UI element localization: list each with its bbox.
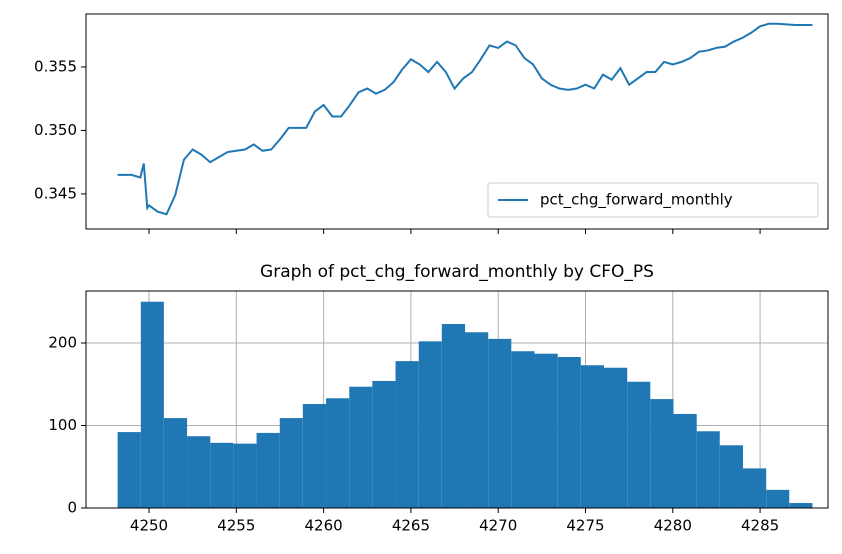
y-tick-label: 0.350 xyxy=(34,121,77,139)
bar xyxy=(604,367,628,508)
bar xyxy=(256,432,280,508)
y-tick-label: 0.355 xyxy=(34,57,77,75)
bar xyxy=(650,399,674,508)
bar xyxy=(279,418,303,508)
axes-frame xyxy=(85,290,829,509)
bar xyxy=(140,301,164,508)
bar xyxy=(766,489,790,508)
bar xyxy=(210,442,234,508)
bar xyxy=(488,338,512,508)
bar xyxy=(349,386,373,508)
bar xyxy=(627,381,651,508)
bar xyxy=(441,324,466,508)
bar xyxy=(742,468,767,508)
x-tick-label: 4255 xyxy=(217,517,255,535)
bar xyxy=(465,332,489,508)
bar xyxy=(187,436,211,508)
bar xyxy=(326,398,350,508)
legend-box xyxy=(487,182,819,218)
bar xyxy=(233,443,257,508)
x-tick-label: 4270 xyxy=(479,517,517,535)
y-tick-label: 100 xyxy=(48,416,77,434)
chart-title: Graph of pct_chg_forward_monthly by CFO_… xyxy=(260,262,654,282)
bar xyxy=(511,351,535,508)
x-tick-label: 4285 xyxy=(741,517,779,535)
y-tick-label: 200 xyxy=(48,333,77,351)
line-series xyxy=(117,22,813,216)
bar xyxy=(789,503,813,508)
bar xyxy=(395,361,419,508)
x-tick-label: 4260 xyxy=(305,517,343,535)
bar xyxy=(534,353,558,508)
x-tick-label: 4250 xyxy=(130,517,168,535)
bar xyxy=(719,445,743,508)
x-tick-label: 4280 xyxy=(654,517,692,535)
bar xyxy=(302,404,327,508)
bar xyxy=(418,341,442,508)
bar xyxy=(696,431,720,508)
bar xyxy=(117,432,141,508)
x-tick-label: 4275 xyxy=(566,517,604,535)
y-tick-label: 0 xyxy=(67,499,77,517)
y-tick-label: 0.345 xyxy=(34,184,77,202)
axes-frame xyxy=(85,13,829,230)
bar xyxy=(557,357,581,508)
bar xyxy=(580,365,605,508)
bar xyxy=(372,380,396,508)
bar xyxy=(163,418,188,508)
x-tick-label: 4265 xyxy=(392,517,430,535)
bar xyxy=(673,413,697,508)
legend-label: pct_chg_forward_monthly xyxy=(540,191,733,210)
